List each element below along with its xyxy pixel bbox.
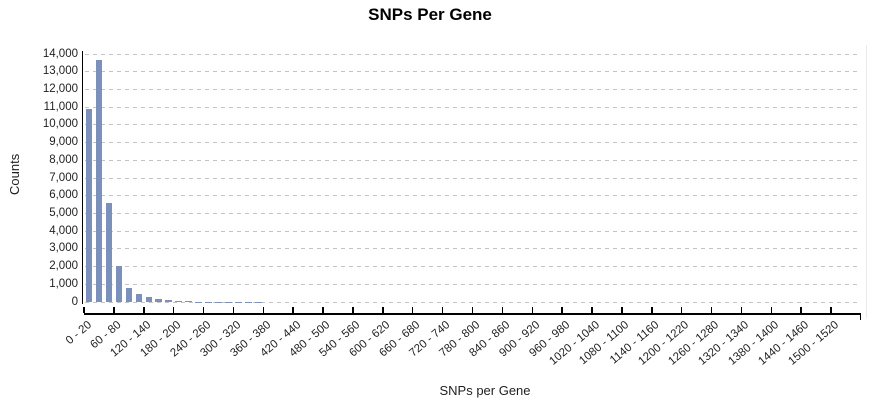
gridline [85, 266, 857, 268]
histogram-bar[interactable] [105, 202, 113, 302]
x-tick [172, 307, 175, 313]
x-tick [621, 307, 623, 313]
x-tick [830, 307, 832, 313]
gridline [85, 53, 857, 55]
x-tick [710, 307, 713, 313]
y-tick-label: 10,000 [42, 118, 78, 131]
y-tick-label: 12,000 [42, 82, 78, 95]
x-tick [352, 307, 354, 313]
histogram-bar[interactable] [185, 301, 192, 302]
x-tick [292, 307, 294, 313]
y-tick-label: 3,000 [49, 242, 78, 255]
x-tick [143, 307, 145, 313]
gridline [85, 159, 857, 161]
y-tick-label: 7,000 [49, 171, 78, 184]
y-tick-label: 5,000 [49, 206, 78, 219]
chart-title: SNPs Per Gene [368, 5, 492, 24]
x-tick [382, 307, 384, 313]
gridline [85, 106, 857, 108]
histogram-bar[interactable] [135, 293, 143, 302]
gridline [85, 283, 857, 285]
y-tick-label: 4,000 [49, 224, 78, 237]
histogram-bar[interactable] [85, 108, 93, 302]
gridline [85, 195, 857, 197]
x-axis-line [84, 313, 861, 315]
chart-right-border [866, 45, 867, 318]
histogram-bar[interactable] [95, 60, 103, 302]
gridline [85, 177, 857, 179]
x-tick [322, 307, 324, 313]
histogram-bar[interactable] [125, 287, 133, 302]
y-tick-label: 13,000 [42, 65, 78, 78]
y-tick-label: 1,000 [49, 277, 78, 290]
x-tick [680, 307, 683, 313]
x-tick [411, 307, 414, 313]
y-tick-label: 0 [71, 295, 78, 308]
y-axis-line [81, 51, 83, 304]
gridline [85, 301, 857, 303]
x-axis-title: SNPs per Gene [439, 383, 531, 398]
x-tick [262, 307, 265, 313]
y-tick-label: 6,000 [49, 189, 78, 202]
x-tick [232, 307, 235, 313]
gridline [85, 124, 857, 126]
gridline [85, 71, 857, 73]
gridline [85, 230, 857, 232]
x-tick [651, 307, 653, 313]
x-tick [800, 307, 802, 313]
x-tick [113, 307, 115, 313]
histogram-bar[interactable] [115, 265, 123, 302]
gridline [85, 212, 857, 214]
x-tick [740, 307, 743, 313]
y-tick-label: 2,000 [49, 260, 78, 273]
x-tick [531, 307, 534, 313]
gridline [85, 248, 857, 250]
y-tick-label: 11,000 [43, 100, 78, 113]
x-tick [202, 307, 205, 313]
y-tick-label: 8,000 [49, 153, 78, 166]
histogram-bar[interactable] [155, 298, 162, 302]
x-tick [770, 307, 773, 313]
x-axis-endcap [859, 313, 861, 320]
x-tick [501, 307, 504, 313]
x-tick [83, 307, 85, 313]
x-tick [561, 307, 563, 313]
histogram-bar[interactable] [165, 300, 172, 302]
gridline [85, 88, 857, 90]
y-tick-label: 14,000 [42, 47, 78, 60]
y-tick-label: 9,000 [49, 136, 78, 149]
x-tick [471, 307, 474, 313]
histogram-bar[interactable] [175, 301, 182, 302]
gridline [85, 142, 857, 144]
x-tick [591, 307, 593, 313]
x-tick [441, 307, 444, 313]
histogram-bar[interactable] [145, 297, 152, 302]
